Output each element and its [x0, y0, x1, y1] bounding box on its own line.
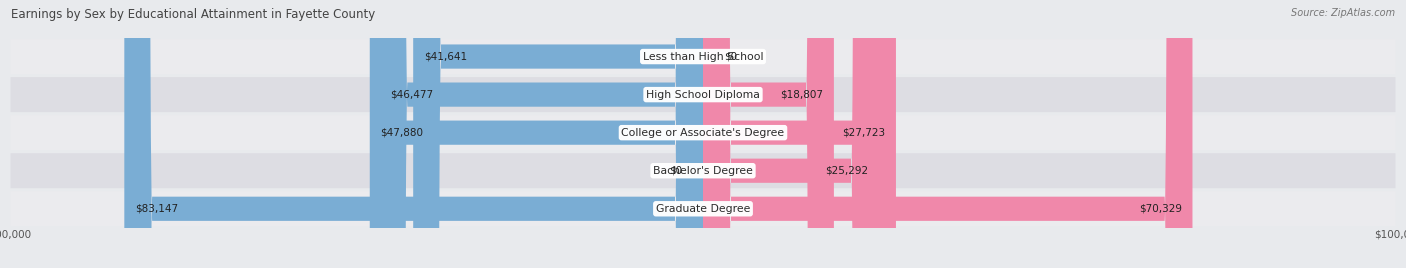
FancyBboxPatch shape	[10, 191, 1396, 226]
FancyBboxPatch shape	[370, 0, 703, 268]
Text: $0: $0	[724, 51, 737, 62]
FancyBboxPatch shape	[10, 115, 1396, 150]
Text: Earnings by Sex by Educational Attainment in Fayette County: Earnings by Sex by Educational Attainmen…	[11, 8, 375, 21]
FancyBboxPatch shape	[413, 0, 703, 268]
Text: $18,807: $18,807	[780, 90, 824, 100]
FancyBboxPatch shape	[10, 39, 1396, 74]
FancyBboxPatch shape	[124, 0, 703, 268]
FancyBboxPatch shape	[10, 153, 1396, 188]
Text: High School Diploma: High School Diploma	[647, 90, 759, 100]
Text: $46,477: $46,477	[389, 90, 433, 100]
Text: $25,292: $25,292	[825, 166, 869, 176]
Text: Bachelor's Degree: Bachelor's Degree	[652, 166, 754, 176]
Text: $0: $0	[669, 166, 682, 176]
Text: Less than High School: Less than High School	[643, 51, 763, 62]
Text: Graduate Degree: Graduate Degree	[655, 204, 751, 214]
FancyBboxPatch shape	[693, 159, 703, 183]
Text: College or Associate's Degree: College or Associate's Degree	[621, 128, 785, 138]
Text: Source: ZipAtlas.com: Source: ZipAtlas.com	[1291, 8, 1395, 18]
FancyBboxPatch shape	[380, 0, 703, 268]
Text: $27,723: $27,723	[842, 128, 886, 138]
Text: $70,329: $70,329	[1139, 204, 1182, 214]
FancyBboxPatch shape	[703, 0, 879, 268]
Text: $41,641: $41,641	[423, 51, 467, 62]
FancyBboxPatch shape	[703, 0, 896, 268]
FancyBboxPatch shape	[703, 0, 834, 268]
FancyBboxPatch shape	[703, 0, 1192, 268]
Text: $47,880: $47,880	[380, 128, 423, 138]
Text: $83,147: $83,147	[135, 204, 179, 214]
FancyBboxPatch shape	[703, 45, 713, 68]
FancyBboxPatch shape	[10, 77, 1396, 112]
